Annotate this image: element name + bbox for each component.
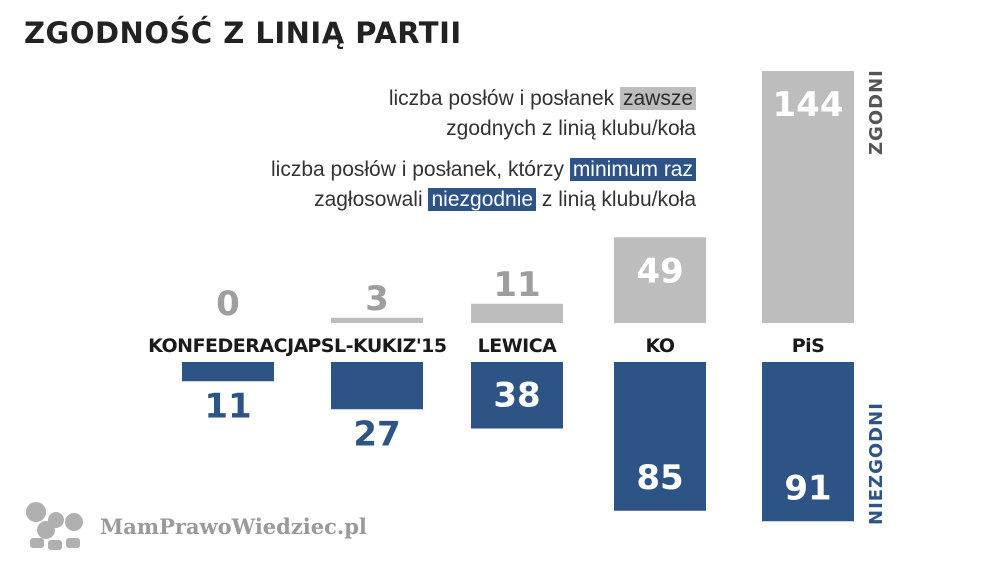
value-label-niezgodni: 27: [353, 414, 400, 454]
value-label-zgodni: 11: [493, 265, 540, 305]
category-label: PiS: [792, 335, 825, 357]
bar-niezgodni: [614, 362, 706, 511]
legend-niezgodni-line2-pre: zagłosowali: [314, 188, 429, 211]
logo: MamPrawoWiedziec.pl: [22, 500, 367, 552]
legend-niezgodni-highlight-2: niezgodnie: [428, 188, 537, 211]
category-label: KO: [645, 335, 674, 357]
value-label-zgodni: 3: [365, 279, 389, 319]
category-label: LEWICA: [478, 335, 558, 357]
value-label-zgodni: 144: [773, 85, 844, 125]
bar-niezgodni: [182, 362, 274, 382]
legend-zgodni: liczba posłów i posłanek zawsze zgodnych…: [389, 84, 696, 144]
legend-zgodni-text: liczba posłów i posłanek: [388, 87, 620, 110]
legend-niezgodni-text: liczba posłów i posłanek, którzy: [271, 158, 570, 181]
value-label-niezgodni: 38: [493, 376, 540, 416]
bar-zgodni: [614, 237, 706, 323]
bar-niezgodni: [762, 362, 854, 522]
value-label-zgodni: 0: [216, 284, 240, 324]
logo-text: MamPrawoWiedziec.pl: [100, 513, 367, 539]
value-label-niezgodni: 91: [784, 468, 831, 508]
chart-title: ZGODNOŚĆ Z LINIĄ PARTII: [24, 16, 462, 50]
side-label-niezgodni: NIEZGODNI: [866, 402, 887, 525]
legend-niezgodni: liczba posłów i posłanek, którzy minimum…: [271, 155, 696, 215]
value-label-zgodni: 49: [636, 251, 683, 291]
legend-niezgodni-highlight: minimum raz: [569, 158, 696, 181]
value-label-niezgodni: 11: [204, 386, 251, 426]
legend-zgodni-highlight: zawsze: [619, 87, 696, 110]
category-label: PSL-KUKIZ'15: [307, 335, 446, 357]
legend-niezgodni-line2-post: z linią klubu/koła: [536, 188, 696, 211]
bar-niezgodni: [471, 362, 563, 429]
category-label: KONFEDERACJA: [148, 335, 308, 357]
bar-zgodni: [331, 317, 423, 323]
bar-zgodni: [762, 71, 854, 323]
value-label-niezgodni: 85: [636, 458, 683, 498]
speech-bubbles-icon: [26, 502, 83, 550]
side-label-zgodni: ZGODNI: [866, 69, 887, 155]
bar-zgodni: [471, 303, 563, 323]
legend-zgodni-line2: zgodnych z linią klubu/koła: [446, 117, 696, 140]
bar-niezgodni: [331, 362, 423, 410]
